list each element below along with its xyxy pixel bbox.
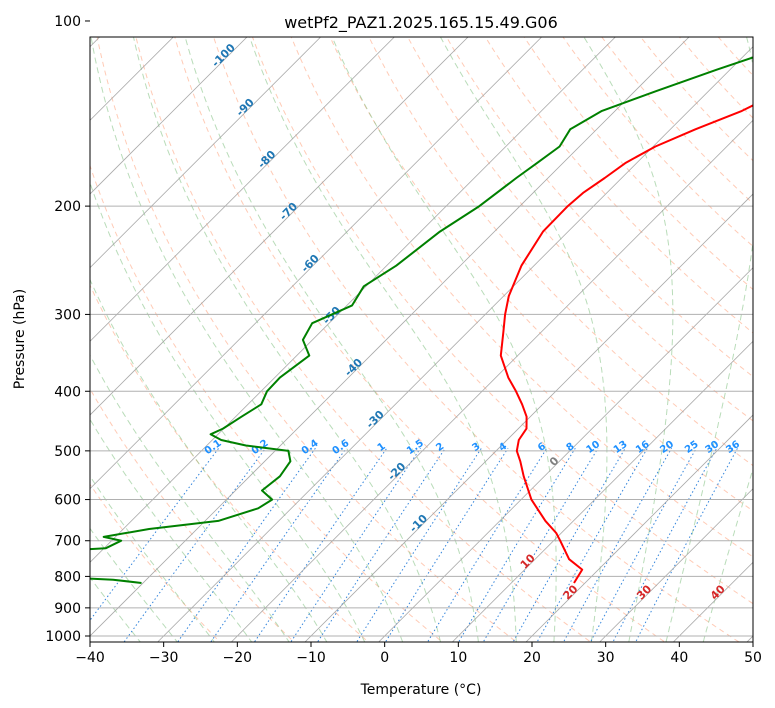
- isotherm-line: [157, 46, 753, 642]
- isotherm-line: [90, 37, 690, 637]
- isotherm-line: [304, 193, 753, 642]
- dry-adiabat: [213, 37, 740, 642]
- isotherm-line: [378, 267, 753, 642]
- y-tick-label: 800: [54, 569, 81, 585]
- moist-adiabat: [90, 37, 404, 642]
- y-tick-label: 700: [54, 534, 81, 550]
- dry-adiabat: [96, 37, 518, 642]
- profile-series: [90, 56, 753, 584]
- x-tick-label: 0: [380, 650, 389, 666]
- y-tick-label: 300: [54, 307, 81, 323]
- y-axis: 100 200 300 400 500 600 700 800 900 1000: [45, 14, 90, 645]
- isotherm-line: [90, 37, 616, 563]
- dry-adiabat: [523, 37, 753, 291]
- dry-adiabat: [251, 37, 753, 605]
- isotherm-line: [90, 37, 322, 269]
- mixing-ratio-line: [177, 447, 316, 642]
- isotherm-line: [90, 37, 174, 121]
- x-tick-label: 40: [670, 650, 688, 666]
- y-tick-label: 600: [54, 493, 81, 509]
- x-tick-label: −10: [296, 650, 326, 666]
- moist-adiabat: [90, 181, 366, 642]
- x-tick-label: −40: [75, 650, 105, 666]
- mixing-ratio-line: [384, 447, 509, 642]
- mixing-ratio-line: [536, 447, 648, 642]
- x-tick-label: 50: [744, 650, 762, 666]
- isotherm-line: [90, 37, 248, 195]
- x-axis-label: Temperature (°C): [360, 682, 482, 698]
- y-tick-label: 100: [54, 14, 81, 30]
- y-tick-label: 400: [54, 384, 81, 400]
- chart-title: wetPf2_PAZ1.2025.165.15.49.G06: [284, 13, 558, 33]
- plot-frame: [89, 36, 754, 643]
- y-tick-label: 900: [54, 601, 81, 617]
- y-tick-label: 500: [54, 444, 81, 460]
- mixing-ratio-line: [562, 447, 673, 642]
- temperature-profile: [499, 104, 753, 584]
- background-lines: [90, 37, 753, 642]
- x-tick-label: 20: [523, 650, 541, 666]
- isotherm-line: [451, 340, 753, 642]
- dry-adiabat: [290, 37, 753, 558]
- y-tick-label: 200: [54, 199, 81, 215]
- dry-adiabat: [407, 37, 753, 422]
- mixing-ratio-line: [356, 447, 482, 642]
- y-tick-label: 1000: [45, 629, 81, 645]
- dry-adiabat: [90, 164, 444, 642]
- y-axis-label: Pressure (hPa): [12, 289, 28, 389]
- dry-adiabat: [445, 37, 753, 378]
- isotherm-line: [90, 37, 543, 490]
- mixing-ratio-line: [612, 447, 718, 642]
- x-tick-label: 10: [449, 650, 467, 666]
- mixing-ratio-line: [512, 447, 626, 642]
- isotherm-line: [90, 37, 395, 342]
- isotherm-line: [525, 414, 753, 642]
- mixing-ratio-line: [482, 447, 599, 642]
- mixing-ratio-line: [589, 447, 697, 642]
- x-tick-label: −30: [149, 650, 179, 666]
- isotherm-line: [90, 37, 469, 416]
- x-axis: −40 −30 −20 −10 0 10 20 30 40 50: [75, 642, 762, 666]
- x-tick-label: 30: [597, 650, 615, 666]
- dewpoint-profile: [90, 56, 753, 584]
- mixing-ratio-line: [426, 447, 548, 642]
- isotherm-line: [230, 119, 753, 642]
- mixing-ratio-line: [210, 447, 347, 642]
- x-tick-label: −20: [223, 650, 253, 666]
- mixing-ratio-line: [290, 447, 421, 642]
- isotherm-line: [599, 488, 753, 642]
